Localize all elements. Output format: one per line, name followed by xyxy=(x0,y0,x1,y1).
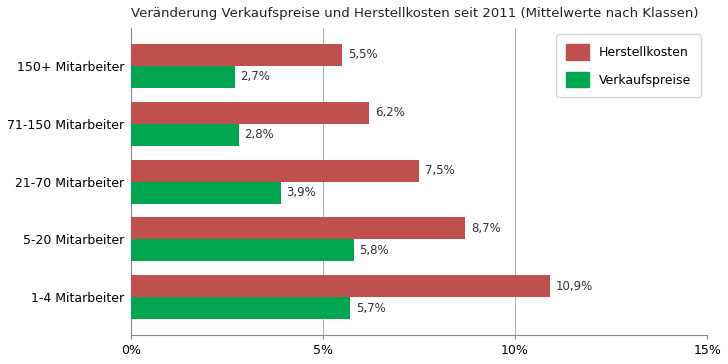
Text: 7,5%: 7,5% xyxy=(425,164,454,177)
Text: Veränderung Verkaufspreise und Herstellkosten seit 2011 (Mittelwerte nach Klasse: Veränderung Verkaufspreise und Herstellk… xyxy=(131,7,698,20)
Bar xyxy=(131,66,234,88)
Text: 5,5%: 5,5% xyxy=(348,48,378,61)
Bar xyxy=(131,297,350,319)
Bar xyxy=(131,276,550,297)
Bar xyxy=(131,182,281,203)
Text: 6,2%: 6,2% xyxy=(375,106,405,119)
Text: 10,9%: 10,9% xyxy=(555,280,593,293)
Bar xyxy=(131,217,465,240)
Text: 2,8%: 2,8% xyxy=(245,128,274,141)
Bar xyxy=(131,44,342,66)
Text: 5,8%: 5,8% xyxy=(360,244,389,257)
Text: 3,9%: 3,9% xyxy=(287,186,316,199)
Text: 5,7%: 5,7% xyxy=(356,302,385,315)
Text: 8,7%: 8,7% xyxy=(471,222,501,235)
Text: 2,7%: 2,7% xyxy=(240,70,270,83)
Bar xyxy=(131,240,354,261)
Bar xyxy=(131,124,239,146)
Bar xyxy=(131,159,419,182)
Legend: Herstellkosten, Verkaufspreise: Herstellkosten, Verkaufspreise xyxy=(556,34,701,97)
Bar xyxy=(131,102,369,124)
